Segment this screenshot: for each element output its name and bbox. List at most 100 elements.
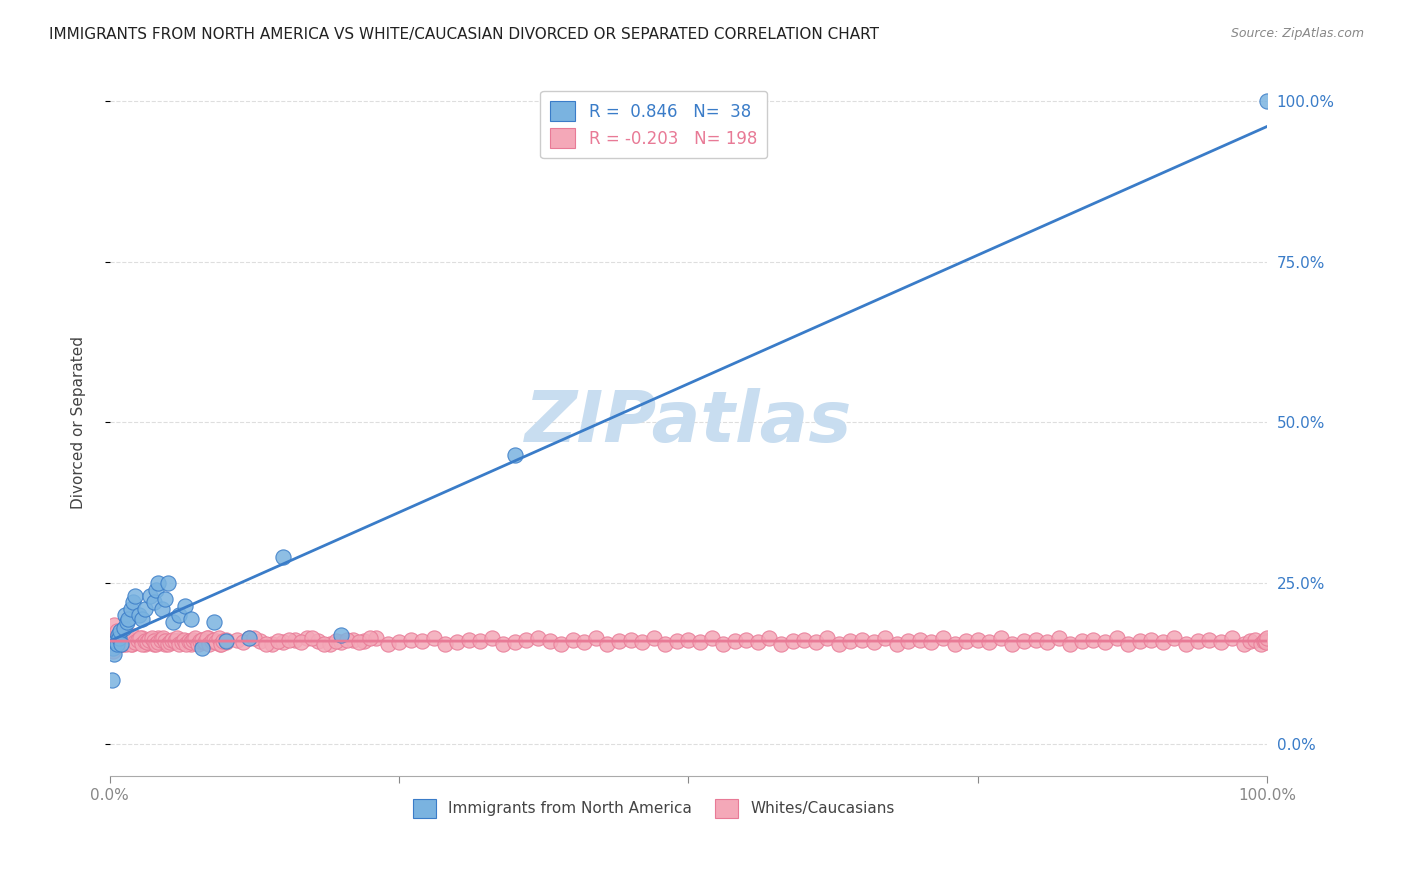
Point [423,631,446,645]
Point [187,637,209,651]
Point [226,632,249,647]
Point [188,634,211,648]
Point [122,629,145,643]
Point [1209,635,1232,649]
Point [104,637,127,651]
Point [162,615,184,629]
Point [120,632,142,647]
Point [118,635,141,649]
Point [1047,631,1070,645]
Point [336,632,359,647]
Point [120,602,142,616]
Point [290,635,312,649]
Point [114,631,136,645]
Point [138,635,160,649]
Point [101,640,124,655]
Point [166,631,188,645]
Point [139,589,162,603]
Point [886,637,908,651]
Point [643,631,665,645]
Point [319,637,342,651]
Point [110,637,132,651]
Point [254,637,277,651]
Point [238,631,260,645]
Point [758,631,780,645]
Point [782,634,804,648]
Point [129,631,152,645]
Point [897,634,920,648]
Point [284,632,307,647]
Point [793,632,815,647]
Point [191,640,214,655]
Point [112,635,135,649]
Point [103,634,125,648]
Point [678,632,700,647]
Point [862,635,884,649]
Point [115,634,138,648]
Point [152,631,174,645]
Point [191,632,214,647]
Point [112,631,135,645]
Point [110,637,132,651]
Point [700,631,723,645]
Point [550,637,572,651]
Point [943,637,966,651]
Point [104,634,127,648]
Point [145,637,167,651]
Point [932,631,955,645]
Point [145,634,167,648]
Point [920,635,942,649]
Point [149,632,172,647]
Point [181,632,204,647]
Point [127,632,149,647]
Point [117,631,139,645]
Point [138,632,160,647]
Point [631,635,654,649]
Point [966,632,988,647]
Point [112,621,135,635]
Point [574,635,596,649]
Point [1094,635,1116,649]
Point [170,635,193,649]
Text: Source: ZipAtlas.com: Source: ZipAtlas.com [1230,27,1364,40]
Point [198,637,221,651]
Point [273,635,295,649]
Point [527,631,550,645]
Point [503,448,526,462]
Point [191,632,214,647]
Point [804,635,827,649]
Point [359,631,381,645]
Point [148,576,170,591]
Point [654,637,676,651]
Point [411,634,433,648]
Point [1036,635,1059,649]
Point [115,635,138,649]
Point [135,634,157,648]
Point [330,635,353,649]
Point [1152,635,1174,649]
Point [232,635,254,649]
Point [1175,637,1198,651]
Point [266,634,288,648]
Point [990,631,1012,645]
Point [103,647,125,661]
Point [169,637,191,651]
Point [121,637,143,651]
Point [875,631,897,645]
Point [184,631,207,645]
Point [364,631,387,645]
Point [202,632,225,647]
Point [201,634,224,648]
Point [108,631,131,645]
Point [135,635,157,649]
Point [347,635,370,649]
Point [515,632,537,647]
Point [1070,634,1092,648]
Point [1253,634,1275,648]
Point [156,634,179,648]
Point [162,635,184,649]
Point [169,608,191,623]
Point [173,632,195,647]
Point [186,635,208,649]
Point [162,632,184,647]
